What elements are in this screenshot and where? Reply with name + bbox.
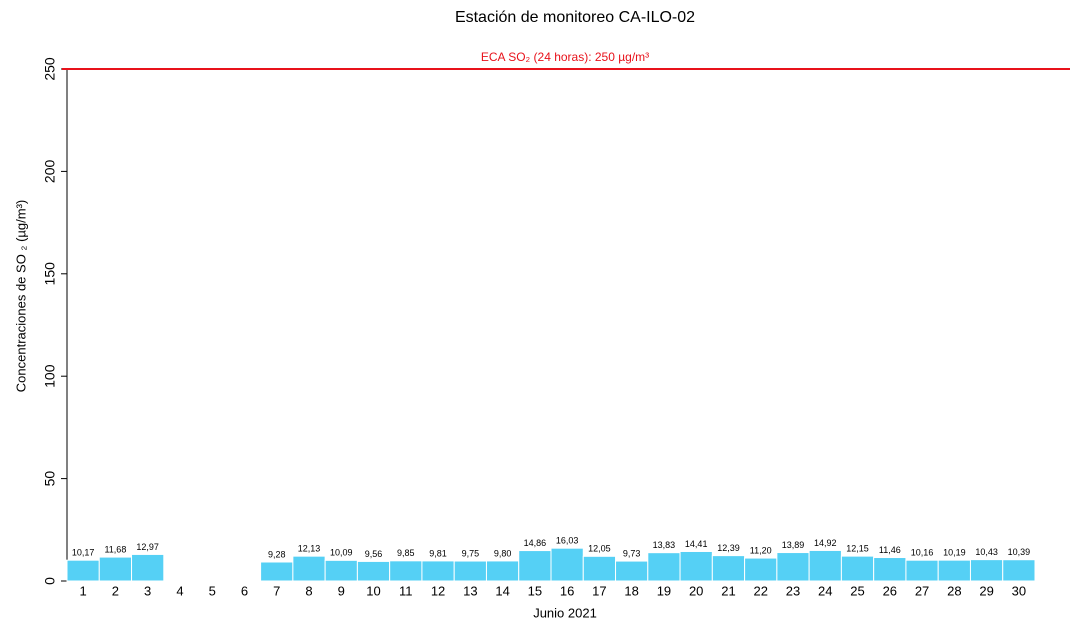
y-tick-label: 250: [42, 57, 58, 81]
x-tick-label: 8: [305, 583, 312, 598]
value-label: 9,80: [494, 548, 512, 558]
x-tick-label: 28: [947, 583, 961, 598]
value-label: 12,13: [298, 544, 321, 554]
value-label: 14,86: [524, 538, 547, 548]
bar: [292, 555, 326, 582]
x-tick-label: 1: [80, 583, 87, 598]
x-tick-label: 16: [560, 583, 574, 598]
bar: [389, 560, 423, 582]
value-label: 14,92: [814, 538, 837, 548]
bar: [518, 550, 552, 582]
x-tick-label: 13: [463, 583, 477, 598]
value-label: 9,28: [268, 549, 286, 559]
value-label: 9,81: [429, 548, 447, 558]
x-tick-label: 27: [915, 583, 929, 598]
x-tick-label: 14: [495, 583, 509, 598]
value-label: 12,05: [588, 544, 611, 554]
bar: [324, 559, 358, 582]
x-tick-label: 29: [979, 583, 993, 598]
value-label: 11,46: [879, 545, 901, 555]
threshold-label: ECA SO₂ (24 horas): 250 µg/m³: [481, 50, 649, 64]
x-tick-label: 23: [786, 583, 800, 598]
value-label: 11,20: [750, 545, 772, 555]
bar: [485, 560, 520, 582]
bar: [840, 555, 875, 582]
value-label: 12,39: [717, 543, 740, 553]
value-label: 12,97: [136, 542, 159, 552]
x-tick-label: 6: [241, 583, 248, 598]
x-tick-label: 5: [209, 583, 216, 598]
x-tick-label: 3: [144, 583, 151, 598]
x-tick-label: 18: [624, 583, 638, 598]
x-tick-label: 7: [273, 583, 280, 598]
x-axis-title: Junio 2021: [533, 605, 597, 620]
value-label: 10,16: [911, 548, 934, 558]
x-tick-label: 11: [399, 583, 413, 598]
bar: [679, 550, 713, 582]
x-tick-label: 22: [753, 583, 767, 598]
value-label: 14,41: [685, 539, 708, 549]
value-label: 13,83: [653, 540, 676, 550]
x-tick-label: 9: [338, 583, 345, 598]
x-tick-label: 12: [431, 583, 445, 598]
bar: [711, 555, 746, 582]
chart-title: Estación de monitoreo CA-ILO-02: [455, 9, 695, 26]
bar: [647, 552, 681, 582]
bar: [582, 555, 617, 582]
bar: [550, 547, 584, 582]
bar: [873, 557, 907, 582]
value-label: 16,03: [556, 536, 579, 546]
bar: [260, 561, 294, 582]
x-tick-label: 4: [176, 583, 183, 598]
x-tick-label: 19: [657, 583, 671, 598]
x-tick-label: 15: [528, 583, 542, 598]
bar: [453, 560, 487, 582]
bar: [66, 559, 100, 582]
x-tick-label: 21: [721, 583, 735, 598]
value-label: 9,75: [462, 548, 480, 558]
x-tick-label: 30: [1012, 583, 1026, 598]
y-tick-label: 100: [42, 364, 58, 388]
y-tick-label: 0: [42, 577, 58, 585]
bar: [937, 559, 971, 582]
bar: [808, 549, 842, 582]
value-label: 9,73: [623, 548, 641, 558]
value-label: 10,09: [330, 548, 353, 558]
value-label: 10,19: [943, 548, 966, 558]
y-tick-label: 150: [42, 262, 58, 286]
bar: [131, 553, 165, 582]
x-tick-label: 10: [366, 583, 380, 598]
bar: [1002, 559, 1036, 582]
x-tick-label: 20: [689, 583, 703, 598]
x-tick-label: 25: [850, 583, 864, 598]
value-label: 11,68: [104, 544, 126, 554]
value-label: 10,39: [1008, 547, 1031, 557]
x-tick-label: 2: [112, 583, 119, 598]
value-label: 12,15: [846, 543, 869, 553]
y-axis-title: Concentraciones de SO ₂ (µg/m³): [13, 200, 28, 392]
bar: [744, 557, 778, 582]
y-tick-label: 200: [42, 160, 58, 184]
value-label: 10,17: [72, 548, 95, 558]
bar: [905, 559, 939, 582]
bar: [969, 559, 1004, 582]
x-tick-label: 26: [883, 583, 897, 598]
value-label: 10,43: [975, 547, 998, 557]
value-label: 9,56: [365, 549, 383, 559]
value-label: 9,85: [397, 548, 415, 558]
bar: [776, 552, 810, 582]
x-tick-label: 24: [818, 583, 832, 598]
bar: [421, 560, 455, 582]
bar: [98, 556, 133, 582]
bar: [615, 560, 649, 582]
value-label: 13,89: [782, 540, 805, 550]
bar: [356, 560, 391, 582]
y-tick-label: 50: [42, 471, 58, 487]
x-tick-label: 17: [592, 583, 606, 598]
